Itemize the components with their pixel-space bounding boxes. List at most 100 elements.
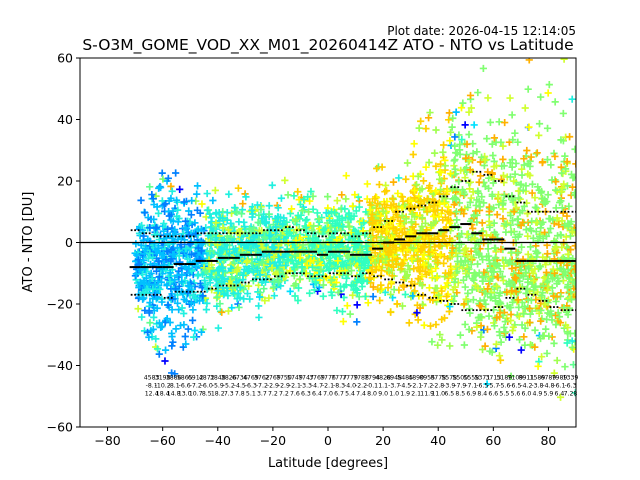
- scatter-point-1658: [255, 313, 263, 322]
- scatter-point-286: [193, 190, 201, 198]
- scatter-point-1804: [550, 269, 559, 277]
- scatter-point-3125: [566, 133, 574, 141]
- std-upper-mark-8-0: [218, 232, 221, 235]
- std-upper-mark-14-0: [285, 226, 287, 229]
- std-lower-mark-30-2: [468, 309, 471, 312]
- scatter-point-779: [302, 217, 310, 225]
- scatter-point-1646: [418, 281, 426, 290]
- std-upper-mark-11-1: [255, 232, 258, 235]
- scatter-point-1928: [307, 187, 315, 196]
- scatter-point-2848: [387, 308, 395, 316]
- scatter-point-2100: [553, 187, 561, 195]
- scatter-point-1971: [548, 275, 556, 283]
- std-upper-mark-39-1: [564, 210, 566, 213]
- scatter-point-1782: [549, 216, 557, 224]
- std-lower-mark-15-2: [303, 272, 305, 275]
- std-upper-mark-17-1: [321, 235, 324, 238]
- std-upper-mark-14-1: [288, 226, 291, 229]
- std-lower-mark-35-2: [523, 287, 526, 290]
- std-lower-mark-35-0: [516, 287, 519, 290]
- std-upper-mark-27-1: [431, 201, 434, 204]
- scatter-point-1987: [520, 161, 528, 169]
- std-upper-mark-38-2: [556, 210, 559, 213]
- std-lower-mark-31-2: [479, 309, 482, 312]
- std-lower-mark-35-1: [519, 287, 522, 290]
- scatter-point-2504: [255, 302, 263, 310]
- std-lower-mark-10-0: [240, 281, 243, 284]
- std-lower-mark-23-2: [391, 278, 394, 281]
- std-upper-mark-11-2: [258, 232, 261, 235]
- scatter-point-1077: [207, 261, 216, 269]
- std-upper-mark-5-0: [185, 235, 188, 238]
- scatter-point-2107: [568, 343, 576, 352]
- scatter-point-2158: [265, 210, 273, 218]
- std-lower-mark-17-0: [318, 275, 320, 278]
- std-lower-mark-37-0: [538, 300, 541, 302]
- std-lower-mark-31-0: [472, 309, 475, 312]
- scatter-point-442: [216, 307, 225, 315]
- std-lower-mark-8-2: [225, 284, 228, 287]
- std-upper-mark-38-1: [553, 210, 555, 213]
- scatter-point-1091: [541, 228, 549, 237]
- scatter-point-179: [537, 93, 545, 101]
- scatter-point-1449: [448, 123, 456, 131]
- std-lower-mark-1-1: [145, 293, 148, 296]
- std-lower-mark-7-1: [211, 287, 214, 290]
- scatter-point-2324: [534, 362, 542, 370]
- std-upper-mark-1-0: [141, 232, 144, 235]
- scatter-point-1709: [524, 232, 532, 240]
- std-upper-mark-2-2: [159, 235, 162, 238]
- scatter-point-1302: [544, 191, 552, 199]
- scatter-point-1760: [353, 301, 361, 309]
- scatter-point-3161: [473, 260, 482, 268]
- std-lower-mark-9-1: [233, 284, 236, 287]
- scatter-point-1610: [174, 218, 182, 226]
- scatter-point-2098: [552, 177, 560, 186]
- std-upper-mark-35-2: [523, 201, 526, 204]
- std-upper-mark-29-2: [457, 186, 460, 189]
- std-upper-mark-4-2: [181, 235, 184, 238]
- scatter-point-1203: [414, 316, 422, 324]
- std-upper-mark-23-2: [391, 220, 394, 222]
- x-tick-label-8: 80: [540, 433, 556, 448]
- scatter-point-462: [268, 181, 276, 189]
- scatter-point-450: [543, 349, 551, 358]
- scatter-point-1964: [146, 223, 154, 232]
- scatter-point-558: [196, 279, 205, 288]
- std-upper-mark-35-0: [516, 201, 519, 204]
- scatter-point-1417: [315, 283, 323, 291]
- std-lower-mark-11-0: [251, 278, 254, 281]
- std-lower-mark-39-1: [564, 309, 566, 312]
- scatter-point-2237: [372, 194, 381, 202]
- std-upper-mark-40-0: [571, 210, 574, 213]
- std-lower-mark-2-0: [152, 293, 155, 296]
- scatter-point-1259: [523, 146, 531, 155]
- scatter-point-815: [402, 175, 410, 183]
- scatter-point-180: [457, 104, 466, 112]
- scatter-point-2020: [433, 274, 441, 282]
- scatter-point-687: [167, 216, 175, 224]
- scatter-point-344: [290, 282, 298, 290]
- scatter-point-1919: [537, 224, 545, 232]
- annotation-34-2: 6.0: [521, 390, 531, 397]
- scatter-point-1762: [468, 254, 476, 262]
- scatter-point-792: [137, 196, 145, 204]
- scatter-point-1686: [489, 179, 497, 187]
- scatter-point-1715: [214, 324, 222, 332]
- std-upper-mark-28-0: [439, 195, 442, 198]
- scatter-point-2283: [369, 292, 377, 301]
- std-lower-mark-30-0: [461, 309, 464, 312]
- std-upper-mark-0-2: [137, 229, 140, 232]
- std-upper-mark-38-0: [549, 210, 552, 213]
- std-upper-mark-6-0: [196, 232, 199, 235]
- plot-area: 4583-8.112.43198-10.218.43886-8.114.8586…: [47, 51, 579, 449]
- std-upper-mark-2-1: [156, 235, 159, 238]
- annotation-20-1: -0.1: [366, 382, 378, 389]
- std-upper-mark-33-2: [501, 180, 504, 182]
- std-lower-mark-11-1: [255, 278, 258, 281]
- std-lower-mark-4-1: [178, 290, 181, 293]
- std-lower-mark-30-1: [464, 309, 467, 312]
- std-upper-mark-25-1: [409, 207, 412, 210]
- scatter-point-3101: [428, 338, 436, 346]
